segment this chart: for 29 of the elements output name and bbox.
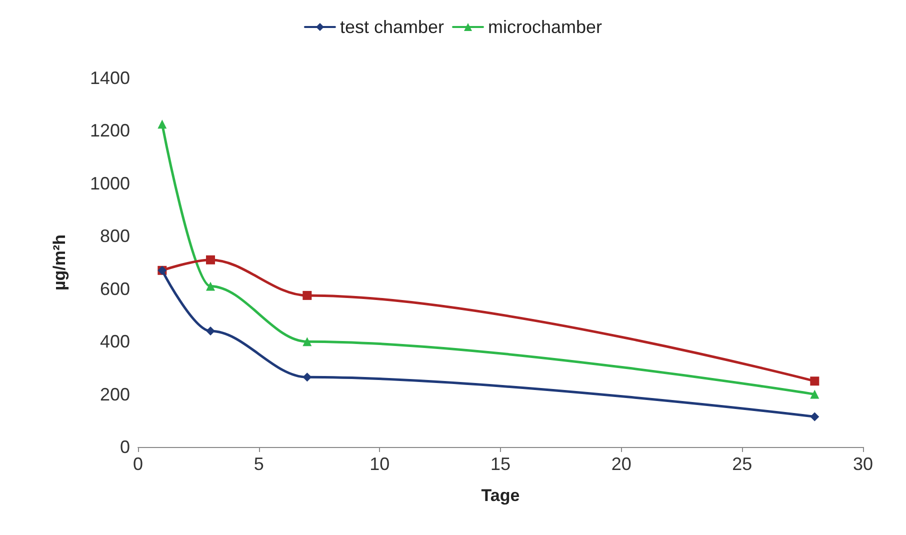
point — [158, 120, 167, 129]
point — [302, 290, 312, 300]
point — [810, 412, 820, 422]
y-tick-label: 1000 — [90, 173, 130, 194]
y-axis-title: µg/m²h — [50, 234, 69, 291]
x-tick-label: 20 — [611, 454, 632, 474]
y-tick-label: 600 — [100, 278, 130, 299]
x-axis-title: Tage — [481, 486, 520, 505]
point — [206, 326, 215, 336]
point — [206, 255, 215, 264]
legend-label: test chamber — [340, 17, 444, 37]
legend-label: microchamber — [488, 17, 602, 37]
x-tick-label: 15 — [490, 454, 511, 474]
x-tick-label: 30 — [852, 454, 874, 474]
x-tick-label: 10 — [370, 454, 390, 474]
y-tick-label: 1200 — [90, 120, 130, 141]
point — [206, 282, 215, 291]
y-tick-label: 1400 — [90, 68, 130, 88]
y-tick-label: 200 — [100, 384, 130, 404]
point — [810, 390, 820, 399]
point — [810, 376, 820, 386]
x-tick-label: 0 — [132, 454, 144, 474]
point — [302, 337, 312, 346]
y-tick-label: 0 — [120, 437, 130, 457]
x-tick-label: 5 — [254, 454, 264, 474]
x-tick-label: 25 — [732, 454, 752, 474]
point — [302, 372, 312, 382]
y-tick-label: 800 — [100, 226, 130, 246]
y-tick-label: 400 — [100, 332, 130, 352]
